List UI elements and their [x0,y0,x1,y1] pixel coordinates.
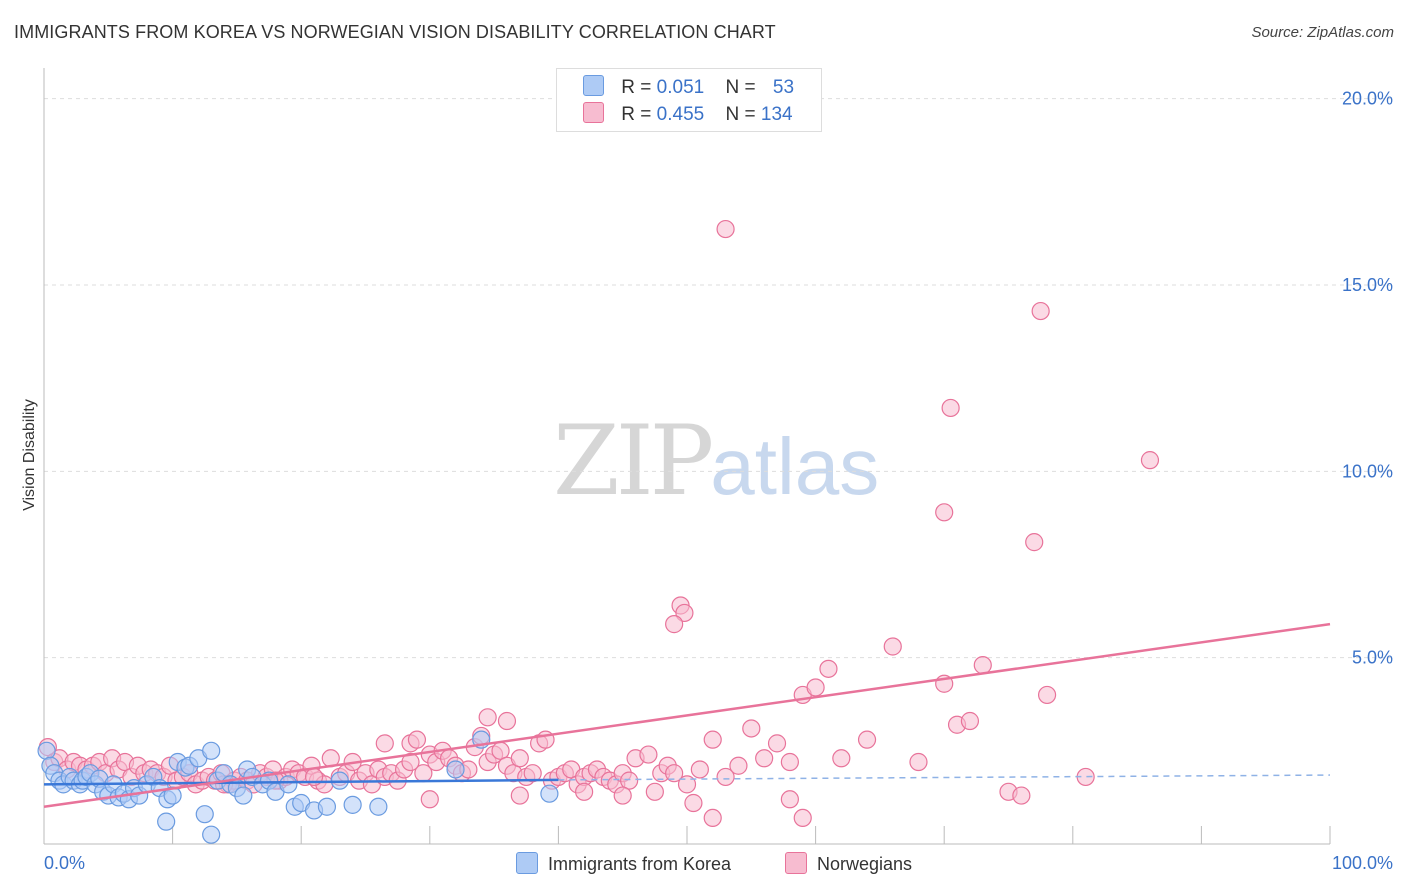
norwegians-point [677,775,697,794]
bottom-legend-swatch-korea [516,852,538,874]
norwegians-point [1025,533,1044,552]
legend-n-label-korea: N = [725,77,756,98]
bottom-legend-label-norwegians: Norwegians [817,854,913,874]
norwegians-point [690,760,709,779]
norwegians-point [973,656,992,675]
norwegians-point [793,808,812,828]
norwegians-point [832,749,851,768]
norwegians-point [703,808,722,828]
y-tick-label: 10.0% [1342,461,1393,481]
legend-r-value-norwegians: 0.455 [656,104,705,125]
watermark-zip: ZIP [553,405,714,517]
bottom-legend-korea: Immigrants from Korea [516,852,731,875]
norwegians-point [703,730,722,749]
norwegians-point [523,764,542,783]
korea-trend-line [43,778,559,786]
norwegians-point [806,678,825,697]
norwegians-point [935,503,954,522]
korea-point [540,784,559,803]
norwegians-point [960,711,980,731]
norwegians-point [510,749,529,768]
norwegians-point [497,711,517,731]
legend-n-label-norwegians: N = [725,104,756,125]
norwegians-point [375,734,394,753]
korea-point [157,812,176,831]
norwegians-point [1031,301,1050,321]
legend-r-label-norwegians: R = [621,104,652,125]
norwegians-point [675,603,694,623]
korea-point [163,786,182,805]
legend-swatch-norwegians [583,102,604,123]
y-tick-label: 20.0% [1342,89,1393,109]
chart-title: IMMIGRANTS FROM KOREA VS NORWEGIAN VISIO… [14,22,776,42]
norwegians-point [639,745,658,764]
norwegians-point [755,749,774,768]
korea-point [343,795,362,814]
y-tick-label: 15.0% [1342,275,1393,295]
chart-source: Source: ZipAtlas.com [1251,24,1394,41]
korea-point [37,741,56,760]
watermark-atlas: atlas [710,422,880,511]
legend-n-value-korea: 53 [772,77,795,98]
korea-point [234,786,253,805]
korea-point [317,797,337,816]
norwegians-point [909,752,928,772]
norwegians-point [716,219,735,239]
korea-point [279,775,298,794]
legend-r-value-korea: 0.051 [656,77,705,98]
norwegians-point [420,790,439,809]
norwegians-point [1012,786,1031,805]
legend-swatch-korea [583,75,604,96]
bottom-legend-norwegians: Norwegians [785,852,912,875]
norwegians-trend-line [43,622,1331,808]
norwegians-point [819,659,838,678]
korea-point [369,797,388,816]
y-tick-label: 5.0% [1352,648,1393,668]
norwegians-point [780,790,799,809]
norwegians-point [645,782,664,801]
norwegians-point [767,734,787,753]
norwegians-point [742,719,761,738]
norwegians-point [407,730,427,749]
norwegians-point [857,730,877,749]
x-tick-label: 0.0% [44,853,85,873]
norwegians-point [941,398,960,418]
norwegians-point [613,786,632,805]
norwegians-point [716,767,735,787]
norwegians-point [510,786,529,805]
norwegians-point [684,793,703,813]
legend: R = 0.051 N = 53 R = 0.455 N = 134 [556,68,822,132]
legend-row-norwegians: R = 0.455 N = 134 [583,102,793,126]
korea-trend-extension [558,774,1331,781]
norwegians-point [780,752,799,772]
norwegians-point [729,756,748,775]
norwegians-point [665,764,684,783]
norwegians-point [478,708,497,727]
legend-r-label-korea: R = [621,77,652,98]
norwegians-point [1037,685,1057,705]
legend-row-korea: R = 0.051 N = 53 [583,75,794,99]
korea-point [195,805,214,824]
bottom-legend-swatch-norwegians [785,852,807,874]
korea-point [446,760,465,779]
norwegians-point [1140,451,1160,470]
bottom-legend-label-korea: Immigrants from Korea [548,854,732,874]
x-tick-label: 100.0% [1332,853,1393,873]
norwegians-point [575,782,594,801]
norwegians-point [883,637,902,656]
korea-point [202,825,221,844]
legend-n-value-norwegians: 134 [760,104,793,125]
watermark: ZIPatlas [553,405,879,517]
norwegians-point [665,615,684,634]
korea-point [202,741,221,760]
